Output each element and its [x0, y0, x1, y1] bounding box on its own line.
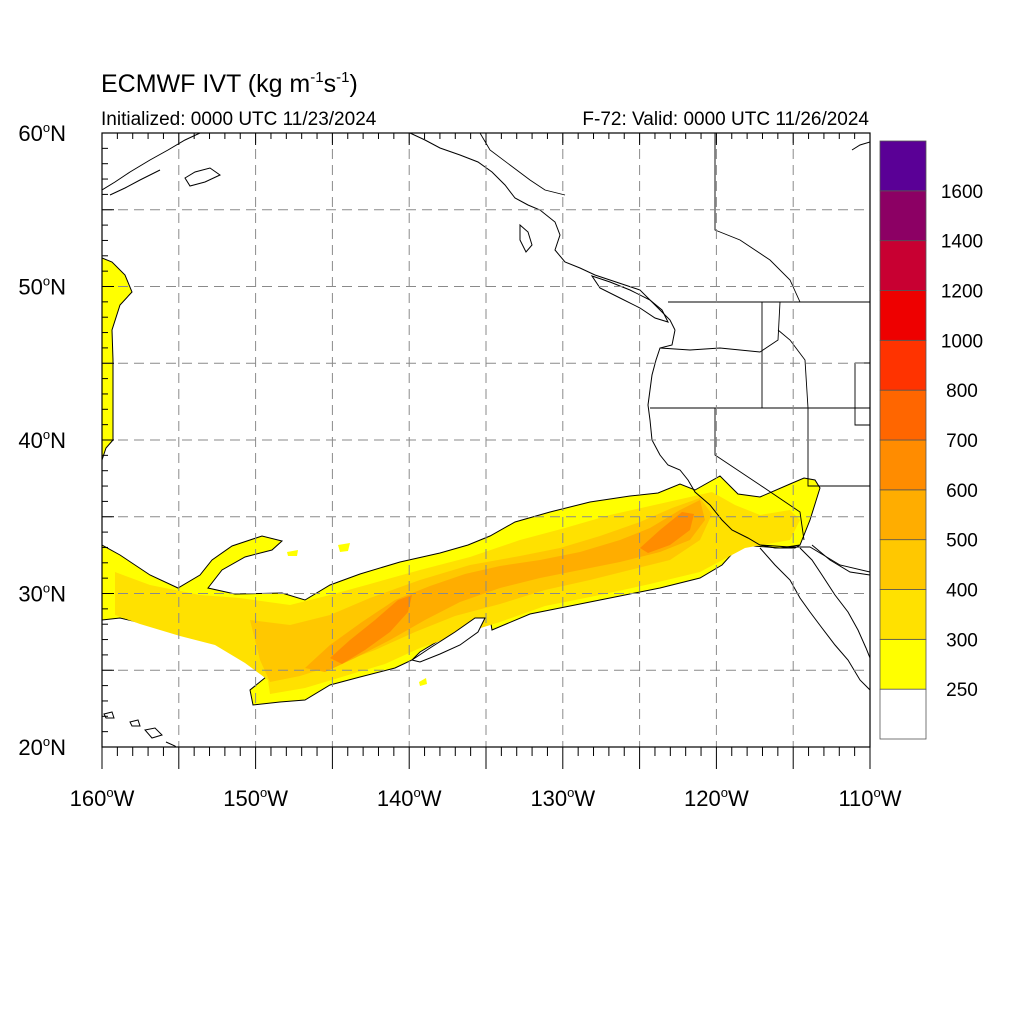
- colorbar: 250 300 400 500 600 700 800 1000 1200 1400 1600: [879, 140, 983, 740]
- colorbar-swatch: [879, 290, 927, 341]
- lat-label: 60oN: [18, 120, 66, 146]
- ivt-shading: [102, 257, 821, 706]
- california-nevada-border: [714, 408, 805, 541]
- ivt-600-core-east: [640, 512, 694, 553]
- map-content: [102, 133, 870, 747]
- ivt-600-core-west: [330, 595, 412, 664]
- coastlines: [102, 133, 870, 747]
- colorbar-level-label: 1400: [941, 232, 983, 253]
- colorbar-level-label: 250: [946, 680, 978, 701]
- colorbar-level-label: 1600: [941, 182, 983, 203]
- graticule: [102, 133, 870, 747]
- colorbar-swatch: [879, 589, 927, 640]
- ivt-500-contour: [305, 500, 705, 672]
- hudson-bay-coast: [851, 141, 870, 151]
- colorbar-swatch: [879, 439, 927, 491]
- colorbar-level-label: 500: [946, 531, 978, 552]
- baja-peninsula-coast: [759, 547, 870, 691]
- alaska-panhandle-coast: [409, 133, 676, 331]
- kodiak-island-coast: [184, 167, 221, 187]
- colorbar-swatch: [879, 688, 927, 740]
- oregon-idaho-border: [761, 302, 809, 409]
- lat-label: 40oN: [18, 427, 66, 453]
- lat-label: 30oN: [18, 581, 66, 607]
- colorbar-swatch: [879, 240, 927, 291]
- us-mexico-border: [759, 544, 870, 573]
- us-canada-border-bc: [714, 133, 801, 303]
- colorbar-swatch: [879, 489, 927, 541]
- colorbar-swatch: [879, 389, 927, 441]
- colorbar-level-label: 1000: [941, 331, 983, 352]
- colorbar-swatch: [879, 339, 927, 391]
- hawaii-islands: [103, 711, 177, 747]
- haida-gwaii-coast: [519, 223, 533, 253]
- colorbar-level-label: 700: [946, 431, 978, 452]
- ivt-small-blob-2: [338, 543, 350, 552]
- colorbar-level-label: 800: [946, 381, 978, 402]
- lat-label: 50oN: [18, 274, 66, 300]
- ivt-small-blob-1: [287, 550, 298, 556]
- alaska-peninsula-coast: [102, 133, 201, 191]
- colorbar-level-label: 600: [946, 481, 978, 502]
- mainland-mexico-coast: [811, 544, 870, 576]
- colorbar-swatch: [879, 539, 927, 590]
- us-west-coast: [647, 329, 801, 549]
- ivt-small-blob-3: [419, 678, 427, 686]
- latitude-labels: 60oN 50oN 40oN 30oN 20oN: [18, 120, 66, 760]
- baja-inner-coast: [799, 547, 870, 659]
- colorbar-level-label: 400: [946, 581, 978, 602]
- alaska-peninsula-coast-2: [109, 169, 161, 196]
- axis-ticks: [101, 132, 871, 769]
- initialized-label: Initialized: 0000 UTC 11/23/2024: [101, 109, 377, 130]
- colorbar-level-label: 300: [946, 630, 978, 651]
- lat-label: 20oN: [18, 734, 66, 760]
- nevada-utah-border: [807, 408, 870, 487]
- valid-time-label: F-72: Valid: 0000 UTC 11/26/2024: [582, 109, 869, 130]
- colorbar-swatch: [879, 140, 927, 192]
- map-title: ECMWF IVT (kg m-1s-1): [101, 69, 358, 98]
- ivt-west-branch: [102, 257, 133, 461]
- lon-label: 110oW: [838, 785, 901, 811]
- montana-border: [854, 362, 870, 426]
- longitude-labels: 160oW 150oW 140oW 130oW 120oW 110oW: [70, 785, 902, 811]
- lon-label: 140oW: [377, 785, 442, 811]
- colorbar-swatch: [879, 190, 927, 242]
- lon-label: 150oW: [223, 785, 288, 811]
- lon-label: 160oW: [70, 785, 135, 811]
- lon-label: 120oW: [684, 785, 749, 811]
- lon-label: 130oW: [530, 785, 595, 811]
- colorbar-level-label: 1200: [941, 282, 983, 303]
- ivt-cutout-island: [410, 617, 486, 663]
- alaska-canada-border: [479, 133, 566, 196]
- washington-oregon-border: [659, 301, 781, 353]
- vancouver-island-coast: [590, 275, 669, 323]
- colorbar-swatch: [879, 638, 927, 690]
- political-borders: [479, 133, 870, 573]
